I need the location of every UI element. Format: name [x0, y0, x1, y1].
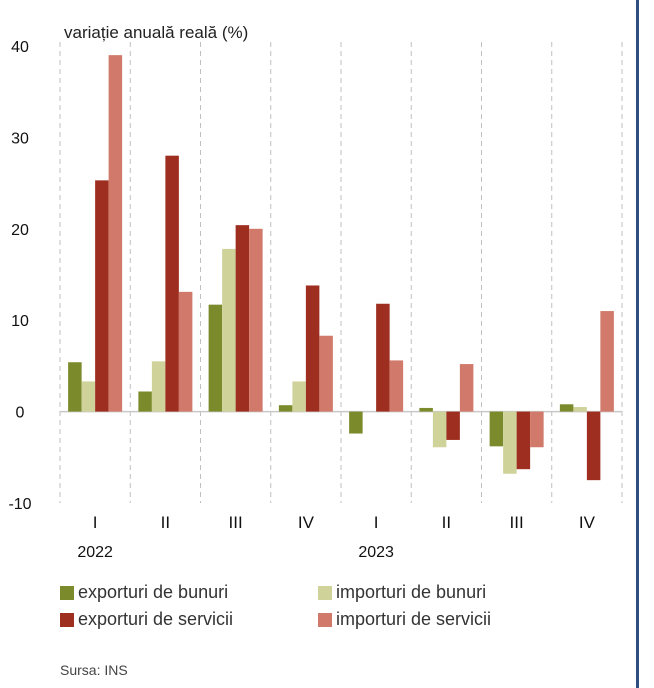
y-tick-label: 10	[11, 313, 29, 330]
bars	[68, 55, 614, 481]
bar	[600, 311, 614, 412]
bar	[208, 304, 223, 412]
bar	[278, 405, 293, 412]
x-tick-label: I	[93, 513, 98, 532]
bar	[178, 291, 193, 412]
x-tick-label: IV	[298, 513, 315, 532]
bar	[446, 411, 460, 440]
bar	[516, 411, 531, 470]
x-tick-label: IV	[579, 513, 596, 532]
y-tick-label: 0	[16, 405, 25, 422]
bar	[108, 55, 123, 412]
x-tick-label: I	[374, 513, 379, 532]
bar	[81, 381, 96, 412]
bar	[151, 361, 166, 412]
y-tick-label: 20	[11, 222, 29, 239]
bar	[349, 411, 363, 434]
bar	[292, 381, 306, 412]
bar-chart: variație anuală reală (%) -10 0 10 20 30 40 I…	[8, 23, 623, 561]
bar	[586, 411, 601, 481]
bar	[389, 360, 404, 412]
x-tick-label: III	[229, 513, 243, 532]
year-labels: 2022 2023	[77, 544, 394, 561]
legend-label: importuri de servicii	[336, 609, 492, 629]
bar	[165, 155, 179, 412]
y-tick-labels: -10 0 10 20 30 40	[8, 39, 31, 513]
x-tick-label: II	[442, 513, 451, 532]
bar	[503, 411, 517, 474]
bar	[305, 285, 320, 412]
bar	[95, 180, 109, 412]
legend-label: exporturi de servicii	[78, 609, 234, 629]
bar	[459, 364, 474, 412]
bar	[376, 303, 390, 412]
bar	[68, 362, 82, 412]
bar	[573, 407, 587, 412]
source-note: Sursa: INS	[60, 662, 128, 678]
x-tick-label: III	[510, 513, 524, 532]
bar	[222, 248, 236, 412]
bar	[138, 391, 152, 412]
bar	[530, 411, 544, 448]
bar	[489, 411, 504, 447]
bar	[235, 225, 250, 412]
legend-item-exporturi-bunuri: exporturi de bunuri	[60, 582, 228, 603]
legend-swatch	[318, 585, 332, 600]
legend-swatch	[60, 585, 74, 600]
y-tick-label: -10	[8, 496, 31, 513]
bar	[419, 407, 433, 412]
bar	[559, 404, 574, 412]
bar	[249, 228, 263, 412]
x-tick-label: II	[161, 513, 170, 532]
x-tick-labels: I II III IV I II III IV	[93, 513, 596, 532]
year-label: 2023	[358, 544, 394, 561]
legend-item-importuri-servicii: importuri de servicii	[318, 609, 491, 630]
bar	[319, 335, 333, 412]
y-tick-label: 30	[11, 130, 29, 147]
legend-item-importuri-bunuri: importuri de bunuri	[318, 582, 486, 603]
right-border	[636, 0, 639, 688]
year-label: 2022	[77, 544, 113, 561]
legend-swatch	[60, 612, 74, 627]
y-axis-label: variație anuală reală (%)	[64, 23, 248, 42]
legend-label: importuri de bunuri	[336, 582, 487, 602]
bar	[432, 411, 447, 448]
legend-swatch	[318, 612, 332, 627]
legend-item-exporturi-servicii: exporturi de servicii	[60, 609, 233, 630]
legend-label: exporturi de bunuri	[78, 582, 229, 602]
y-tick-label: 40	[11, 39, 29, 56]
